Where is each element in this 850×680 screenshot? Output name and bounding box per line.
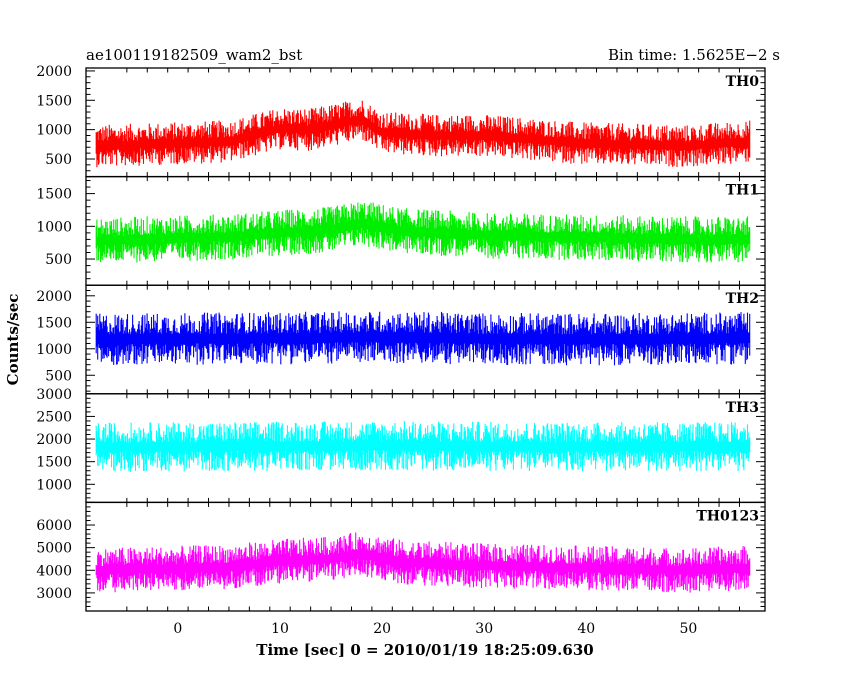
y-tick-label: 3000: [36, 387, 72, 403]
y-tick-label: 1500: [36, 187, 72, 203]
panel-label-th0123: TH0123: [696, 508, 759, 524]
panels-group: TH0500100015002000TH150010001500TH250010…: [36, 64, 766, 637]
y-tick-label: 1000: [36, 123, 72, 139]
y-tick-label: 2000: [36, 64, 72, 80]
y-tick-label: 4000: [36, 563, 72, 579]
y-tick-label: 500: [45, 252, 72, 268]
x-tick-label: 40: [577, 621, 595, 637]
y-tick-label: 500: [45, 368, 72, 384]
chart-title: ae100119182509_wam2_bst: [86, 46, 302, 64]
panel-label-th3: TH3: [726, 400, 759, 416]
y-tick-label: 2000: [36, 432, 72, 448]
y-tick-label: 1000: [36, 342, 72, 358]
x-axis-label: Time [sec] 0 = 2010/01/19 18:25:09.630: [256, 641, 593, 659]
x-tick-label: 50: [680, 621, 698, 637]
y-tick-label: 2000: [36, 289, 72, 305]
x-tick-label: 10: [271, 621, 289, 637]
y-tick-label: 6000: [36, 518, 72, 534]
y-tick-label: 1500: [36, 93, 72, 109]
y-tick-label: 5000: [36, 541, 72, 557]
x-tick-label: 0: [173, 621, 182, 637]
series-th1: [95, 202, 751, 263]
y-tick-label: 1500: [36, 455, 72, 471]
series-th2: [95, 311, 751, 366]
y-tick-label: 3000: [36, 586, 72, 602]
x-tick-label: 30: [475, 621, 493, 637]
y-tick-label: 1000: [36, 219, 72, 235]
bin-time-label: Bin time: 1.5625E−2 s: [608, 46, 780, 64]
y-axis-label: Counts/sec: [4, 294, 22, 386]
y-tick-label: 2500: [36, 409, 72, 425]
y-tick-label: 1500: [36, 315, 72, 331]
series-th0123: [95, 532, 751, 593]
panel-label-th2: TH2: [726, 291, 759, 307]
series-th3: [95, 421, 751, 472]
y-tick-label: 1000: [36, 477, 72, 493]
panel-label-th0: TH0: [726, 74, 760, 90]
panel-label-th1: TH1: [726, 183, 759, 199]
series-th0: [95, 100, 751, 168]
x-tick-label: 20: [373, 621, 391, 637]
y-tick-label: 500: [45, 152, 72, 168]
